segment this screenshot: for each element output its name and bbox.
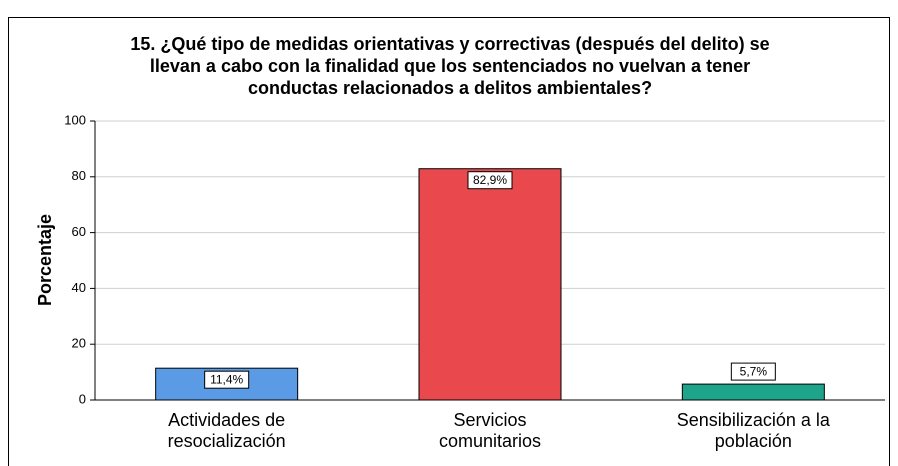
bar (681, 383, 825, 401)
x-tick-label: Actividades de resocialización (168, 410, 286, 451)
value-label-box (730, 362, 776, 381)
y-tick-label: 20 (72, 336, 86, 351)
y-tick-label: 40 (72, 280, 86, 295)
y-tick-label: 60 (72, 224, 86, 239)
chart-title: conductas relacionados a delitos ambient… (248, 78, 652, 98)
y-axis-label: Porcentaje (35, 214, 55, 306)
x-tick-label-line: Sensibilización a la (677, 410, 831, 430)
value-label-box (467, 171, 513, 190)
x-tick-label-line: comunitarios (439, 431, 541, 451)
value-label-box (204, 370, 250, 389)
bar (418, 168, 562, 401)
y-tick-label: 80 (72, 168, 86, 183)
y-tick-label: 0 (79, 391, 86, 406)
x-tick-label-line: Actividades de (168, 410, 285, 430)
x-tick-label-line: resocialización (168, 431, 286, 451)
x-tick-label: Servicios comunitarios (439, 410, 541, 451)
x-tick-label-line: Servicios (453, 410, 526, 430)
value-label: 82,9% (473, 173, 507, 187)
value-label: 11,4% (210, 372, 243, 386)
chart-title: 15. ¿Qué tipo de medidas orientativas y … (130, 34, 769, 54)
y-tick-label: 100 (64, 112, 86, 127)
chart-title: llevan a cabo con la finalidad que los s… (150, 56, 750, 76)
x-tick-label: Sensibilización a la población (677, 410, 831, 451)
x-tick-label-line: población (715, 431, 792, 451)
value-label: 5,7% (740, 364, 768, 378)
